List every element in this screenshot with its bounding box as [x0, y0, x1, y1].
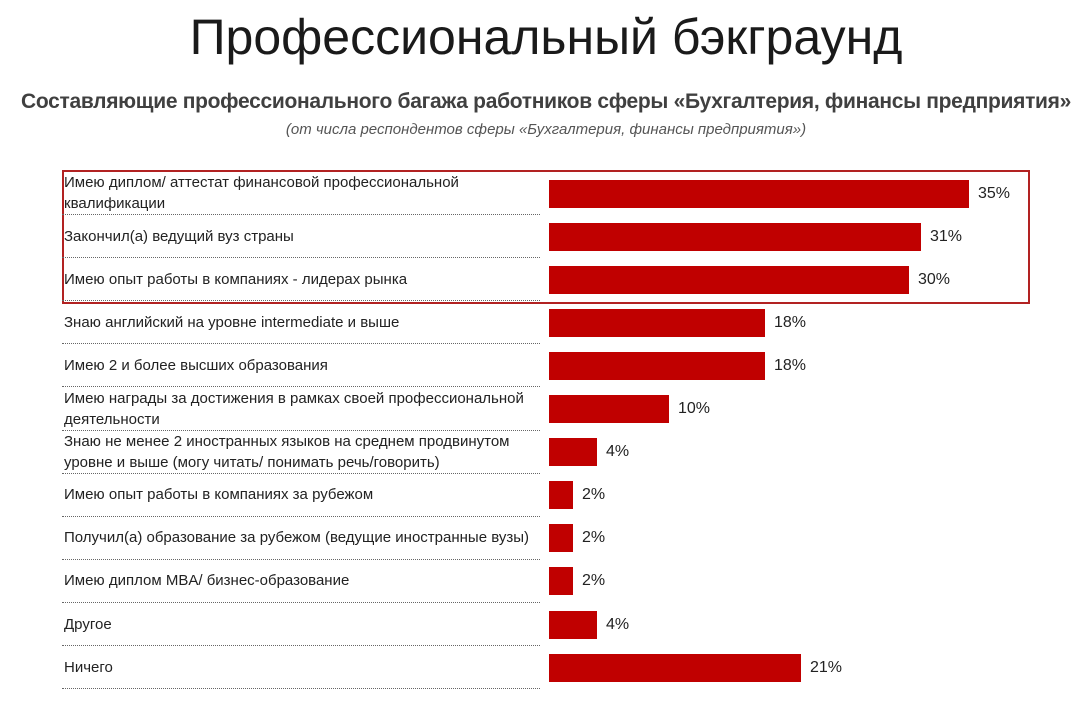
chart-subtitle: Составляющие профессионального багажа ра…	[20, 90, 1071, 113]
value-label: 18%	[774, 313, 807, 331]
category-label: Получил(а) образование за рубежом (ведущ…	[62, 517, 540, 560]
category-label: Имею награды за достижения в рамках свое…	[62, 388, 540, 431]
bar	[549, 438, 597, 467]
value-label: 10%	[678, 400, 711, 418]
bar	[549, 610, 597, 639]
bar	[549, 653, 801, 682]
bar	[549, 395, 669, 424]
bar	[549, 481, 573, 510]
value-label: 4%	[606, 615, 630, 633]
chart-note: (от числа респондентов сферы «Бухгалтери…	[285, 121, 807, 138]
value-label: 31%	[930, 227, 963, 245]
category-label: Знаю не менее 2 иностранных языков на ср…	[62, 431, 540, 474]
category-label: Имею диплом/ аттестат финансовой професс…	[62, 172, 540, 216]
bar	[549, 308, 765, 337]
value-label: 2%	[582, 572, 606, 590]
category-label: Другое	[62, 603, 540, 647]
bar	[549, 351, 765, 380]
category-label: Имею 2 и более высших образования	[62, 344, 540, 388]
bar	[549, 222, 921, 251]
value-label: 2%	[582, 486, 606, 504]
value-label: 30%	[918, 270, 951, 288]
value-label: 4%	[606, 443, 630, 461]
category-label: Знаю английский на уровне intermediate и…	[62, 301, 540, 345]
bar	[549, 265, 909, 294]
category-label: Закончил(а) ведущий вуз страны	[62, 215, 540, 259]
bar	[549, 567, 573, 596]
category-label: Имею опыт работы в компаниях за рубежом	[62, 474, 540, 517]
value-label: 2%	[582, 529, 606, 547]
category-label: Ничего	[62, 646, 540, 690]
category-label: Имею диплом MBA/ бизнес-образование	[62, 560, 540, 603]
bar	[549, 179, 969, 208]
category-label: Имею опыт работы в компаниях - лидерах р…	[62, 258, 540, 302]
highlight-frame	[62, 170, 1030, 304]
bar	[549, 524, 573, 553]
value-label: 18%	[774, 356, 807, 374]
value-label: 35%	[978, 184, 1011, 202]
value-label: 21%	[810, 658, 843, 676]
chart-title: Профессиональный бэкграунд	[189, 9, 903, 65]
